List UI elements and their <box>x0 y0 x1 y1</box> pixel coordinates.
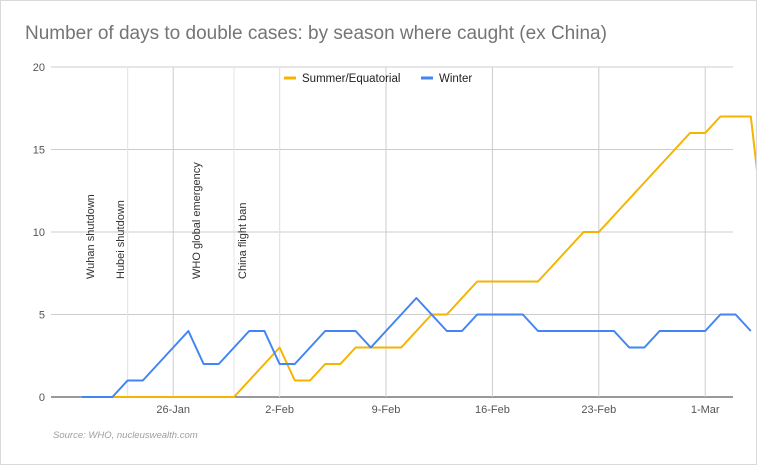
legend-label: Summer/Equatorial <box>302 73 400 85</box>
legend[interactable]: Summer/Equatorial Winter <box>284 73 472 85</box>
chart-title: Number of days to double cases: by seaso… <box>25 23 607 44</box>
x-tick-label: 23-Feb <box>581 404 616 416</box>
x-tick-label: 9-Feb <box>372 404 401 416</box>
annotation-label: WHO global emergency <box>191 162 203 279</box>
y-tick-label: 5 <box>39 310 45 322</box>
y-tick-label: 10 <box>33 227 45 239</box>
y-tick-label: 15 <box>33 145 45 157</box>
series-line-summer-equatorial <box>82 115 756 398</box>
annotation-label: China flight ban <box>237 203 249 279</box>
axis-labels: 0 5 10 15 20 26-Jan 2-Feb 9-Feb 16-Feb 23-Feb 1-Ma… <box>33 62 720 416</box>
annotation-layer: Wuhan shutdown Hubei shutdown WHO global e… <box>85 67 281 397</box>
source-note: Source: WHO, nucleuswealth.com <box>53 430 198 441</box>
x-tick-label: 16-Feb <box>475 404 510 416</box>
y-tick-label: 0 <box>39 392 45 404</box>
legend-item-summer-equatorial[interactable]: Summer/Equatorial <box>284 73 400 85</box>
x-tick-label: 2-Feb <box>265 404 294 416</box>
series-line-winter <box>82 297 752 398</box>
y-tick-label: 20 <box>33 62 45 74</box>
x-tick-label: 26-Jan <box>156 404 190 416</box>
annotation-label: Hubei shutdown <box>115 200 127 279</box>
legend-item-winter[interactable]: Winter <box>421 73 472 85</box>
annotation-label: Wuhan shutdown <box>85 194 97 279</box>
legend-label: Winter <box>439 73 472 85</box>
series-layer <box>82 115 756 398</box>
x-tick-label: 1-Mar <box>691 404 720 416</box>
